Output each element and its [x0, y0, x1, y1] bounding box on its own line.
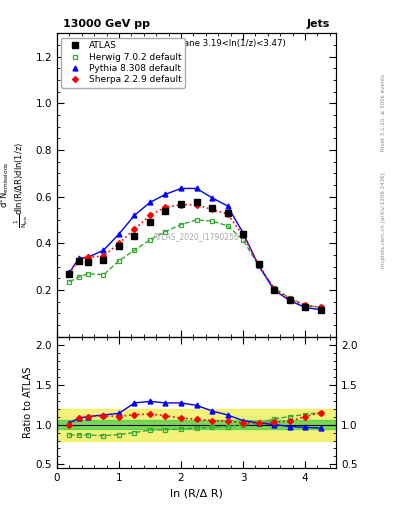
ATLAS: [209, 205, 214, 211]
Y-axis label: Ratio to ATLAS: Ratio to ATLAS: [23, 367, 33, 438]
Line: ATLAS: ATLAS: [66, 200, 323, 312]
Herwig 7.0.2 default: [272, 285, 276, 291]
Sherpa 2.2.9 default: [241, 232, 245, 238]
Sherpa 2.2.9 default: [194, 202, 199, 208]
Pythia 8.308 default: [132, 212, 137, 218]
ATLAS: [148, 219, 152, 225]
ATLAS: [117, 243, 121, 249]
Sherpa 2.2.9 default: [67, 270, 72, 276]
ATLAS: [67, 270, 72, 276]
ATLAS: [86, 259, 90, 265]
ATLAS: [225, 210, 230, 216]
Pythia 8.308 default: [303, 304, 307, 310]
Sherpa 2.2.9 default: [117, 240, 121, 246]
Pythia 8.308 default: [117, 231, 121, 237]
Text: Rivet 3.1.10, ≥ 500k events: Rivet 3.1.10, ≥ 500k events: [381, 74, 386, 151]
Pythia 8.308 default: [163, 191, 168, 197]
Herwig 7.0.2 default: [148, 237, 152, 243]
Herwig 7.0.2 default: [86, 270, 90, 276]
Herwig 7.0.2 default: [303, 302, 307, 308]
ATLAS: [256, 261, 261, 267]
Sherpa 2.2.9 default: [163, 204, 168, 210]
Text: mcplots.cern.ch [arXiv:1306.3436]: mcplots.cern.ch [arXiv:1306.3436]: [381, 173, 386, 268]
Pythia 8.308 default: [256, 262, 261, 268]
Text: ATLAS_2020_I1790256: ATLAS_2020_I1790256: [153, 232, 240, 241]
Pythia 8.308 default: [209, 195, 214, 201]
Herwig 7.0.2 default: [194, 217, 199, 223]
ATLAS: [287, 297, 292, 304]
Pythia 8.308 default: [86, 254, 90, 260]
ATLAS: [241, 231, 245, 237]
Pythia 8.308 default: [272, 287, 276, 293]
Pythia 8.308 default: [318, 307, 323, 313]
ATLAS: [76, 258, 81, 264]
Sherpa 2.2.9 default: [272, 286, 276, 292]
Line: Herwig 7.0.2 default: Herwig 7.0.2 default: [67, 218, 323, 310]
ATLAS: [179, 201, 184, 207]
Text: 13000 GeV pp: 13000 GeV pp: [62, 19, 150, 29]
Pythia 8.308 default: [179, 185, 184, 191]
Herwig 7.0.2 default: [179, 222, 184, 228]
Line: Pythia 8.308 default: Pythia 8.308 default: [67, 186, 323, 312]
Line: Sherpa 2.2.9 default: Sherpa 2.2.9 default: [67, 203, 323, 310]
ATLAS: [101, 257, 106, 263]
Sherpa 2.2.9 default: [256, 261, 261, 267]
Herwig 7.0.2 default: [117, 258, 121, 264]
Pythia 8.308 default: [67, 269, 72, 275]
ATLAS: [303, 304, 307, 310]
Pythia 8.308 default: [225, 203, 230, 209]
Herwig 7.0.2 default: [76, 274, 81, 280]
Sherpa 2.2.9 default: [101, 253, 106, 259]
Pythia 8.308 default: [194, 185, 199, 191]
Herwig 7.0.2 default: [101, 272, 106, 278]
Sherpa 2.2.9 default: [209, 206, 214, 212]
Sherpa 2.2.9 default: [225, 211, 230, 217]
Pythia 8.308 default: [148, 199, 152, 205]
Sherpa 2.2.9 default: [148, 212, 152, 218]
X-axis label: ln (R/Δ R): ln (R/Δ R): [170, 489, 223, 499]
ATLAS: [318, 307, 323, 313]
Sherpa 2.2.9 default: [179, 202, 184, 208]
Herwig 7.0.2 default: [318, 304, 323, 310]
ATLAS: [272, 287, 276, 293]
Text: ln(R/Δ R) (Lund plane 3.19<ln(1/z)<3.47): ln(R/Δ R) (Lund plane 3.19<ln(1/z)<3.47): [108, 39, 285, 48]
ATLAS: [132, 233, 137, 239]
Herwig 7.0.2 default: [209, 218, 214, 224]
Sherpa 2.2.9 default: [76, 257, 81, 263]
ATLAS: [194, 199, 199, 205]
Pythia 8.308 default: [287, 297, 292, 304]
Pythia 8.308 default: [101, 247, 106, 253]
Herwig 7.0.2 default: [256, 262, 261, 268]
Herwig 7.0.2 default: [287, 295, 292, 301]
Text: Jets: Jets: [307, 19, 331, 29]
Herwig 7.0.2 default: [163, 228, 168, 234]
Pythia 8.308 default: [76, 255, 81, 262]
Sherpa 2.2.9 default: [287, 296, 292, 303]
Sherpa 2.2.9 default: [86, 254, 90, 260]
ATLAS: [163, 207, 168, 214]
Sherpa 2.2.9 default: [132, 226, 137, 232]
Herwig 7.0.2 default: [67, 279, 72, 285]
Y-axis label: $\mathdefault{d^2 N_{emissions}}$
$\mathdefault{\frac{1}{N_{jets}}dln(R/\Delta R: $\mathdefault{d^2 N_{emissions}}$ $\math…: [0, 142, 31, 228]
Herwig 7.0.2 default: [225, 223, 230, 229]
Sherpa 2.2.9 default: [318, 304, 323, 310]
Herwig 7.0.2 default: [132, 247, 137, 253]
Herwig 7.0.2 default: [241, 237, 245, 243]
Sherpa 2.2.9 default: [303, 302, 307, 308]
Pythia 8.308 default: [241, 230, 245, 236]
Legend: ATLAS, Herwig 7.0.2 default, Pythia 8.308 default, Sherpa 2.2.9 default: ATLAS, Herwig 7.0.2 default, Pythia 8.30…: [61, 38, 185, 88]
